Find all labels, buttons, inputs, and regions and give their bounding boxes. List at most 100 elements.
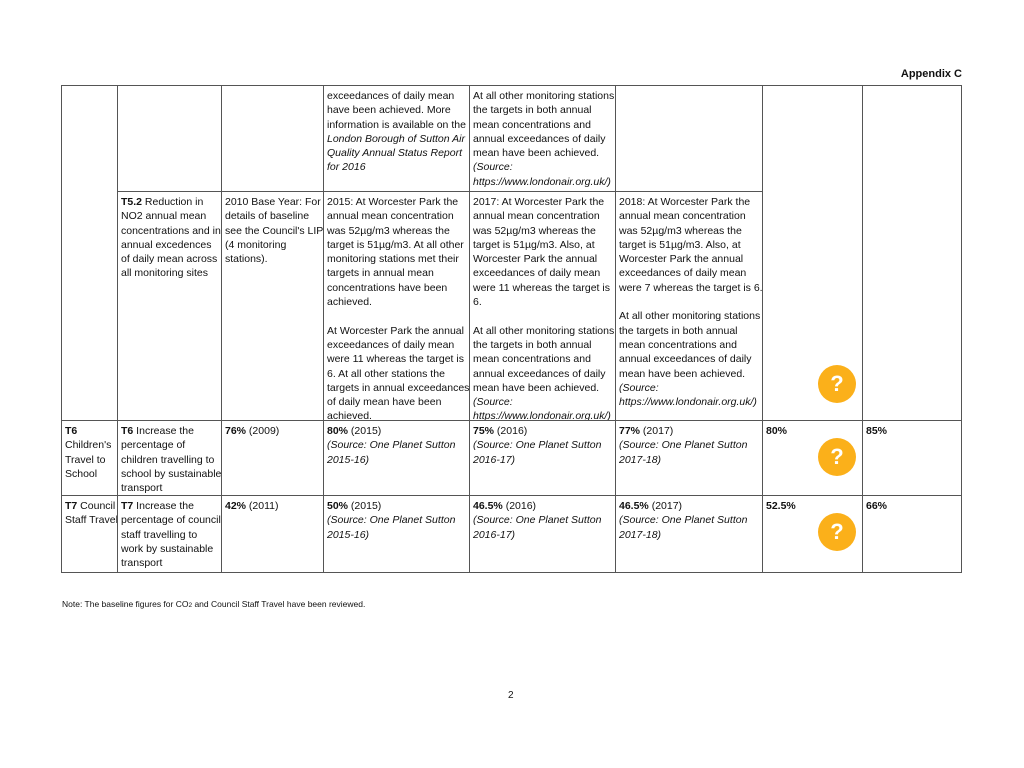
cell-text: At Worcester Park the annual [327, 324, 464, 337]
cell-text: (Source: One Planet Sutton [619, 514, 748, 527]
cell-text: concentrations and in [121, 224, 221, 237]
cell-text: 52.5% [766, 500, 796, 512]
table-cell: T5.2 Reduction in NO2 annual mean concentr… [117, 191, 222, 421]
table-cell [61, 85, 118, 421]
cell-text: school by sustainable [121, 467, 222, 480]
cell-text: NO2 annual mean [121, 210, 207, 223]
cell-line: T5.2 Reduction in [121, 195, 219, 209]
cell-text: target is 51µg/m3. Also, at [619, 238, 741, 251]
cell-text: (2016) [502, 500, 537, 512]
table-cell [862, 85, 962, 421]
question-icon: ? [818, 365, 856, 403]
cell-line: mean concentrations and [473, 118, 613, 132]
cell-text: 6. At all other stations the [327, 367, 445, 380]
cell-line: 80% [766, 424, 860, 438]
cell-text: (2011) [246, 500, 279, 512]
cell-text: (Source: One Planet Sutton [473, 439, 602, 452]
footnote-subscript: 2 [188, 602, 193, 609]
cell-line: targets in annual exceedances [327, 381, 469, 395]
cell-text: 76% [225, 425, 247, 437]
cell-text: of daily mean across [121, 253, 218, 266]
cell-text: achieved. [327, 296, 372, 309]
cell-text: 50% [327, 500, 349, 512]
table-cell: 2010 Base Year: For details of baseline se… [221, 191, 324, 421]
cell-text: 66% [866, 500, 888, 512]
table-cell: 2017: At Worcester Park the annual mean c… [469, 191, 616, 421]
cell-text: At all other monitoring stations [473, 90, 615, 102]
cell-line [473, 309, 613, 323]
cell-line: was 52µg/m3 whereas the [473, 224, 613, 238]
cell-line: https://www.londonair.org.uk/) [473, 175, 613, 189]
cell-line: (Source: [619, 381, 760, 395]
cell-line [619, 295, 760, 309]
cell-line: (Source: [473, 395, 613, 409]
cell-text: percentage of council [121, 514, 221, 527]
cell-line: Quality Annual Status Report [327, 146, 467, 160]
table-cell: 66% [862, 495, 962, 573]
cell-text: the targets in both annual [473, 104, 592, 117]
cell-text: 77% [619, 425, 641, 437]
cell-text: children travelling to [121, 453, 215, 466]
cell-line: 50% (2015) [327, 499, 467, 513]
cell-text: 46.5% [473, 500, 503, 512]
cell-line: NO2 annual mean [121, 209, 219, 223]
cell-text: 46.5% [619, 500, 649, 512]
cell-text: concentrations have been [327, 281, 448, 294]
cell-text: T6 [65, 425, 78, 437]
cell-text: Council [77, 500, 116, 512]
cell-line: At all other monitoring stations [473, 89, 615, 103]
cell-line: was 52µg/m3 whereas the [327, 224, 467, 238]
cell-text: (2016) [494, 425, 528, 437]
cell-text: (4 monitoring [225, 238, 287, 251]
table-cell [221, 85, 324, 192]
cell-line: At Worcester Park the annual [327, 324, 467, 338]
question-icon: ? [818, 513, 856, 551]
cell-line: (Source: One Planet Sutton [473, 438, 613, 452]
cell-text: target is 51µg/m3. At all other [327, 238, 464, 251]
cell-line: mean concentrations and [619, 338, 760, 352]
table-cell: 2018: At Worcester Park the annual mean c… [615, 191, 763, 421]
cell-text: mean have been achieved. [473, 147, 600, 160]
cell-text: 80% [327, 425, 349, 437]
cell-line: targets in annual mean [327, 266, 467, 280]
cell-line: exceedances of daily mean [327, 89, 467, 103]
cell-text: was 52µg/m3 whereas the [473, 224, 596, 237]
cell-text: annual exceedances of daily [473, 132, 606, 145]
table-cell [117, 85, 222, 192]
cell-text: At all other monitoring stations [473, 324, 615, 337]
cell-text: Staff Travel [65, 514, 118, 527]
cell-line: 2017-18) [619, 528, 760, 542]
cell-line: annual excedences [121, 238, 219, 252]
cell-text: annual excedences [121, 238, 212, 251]
cell-text: exceedances of daily mean [619, 267, 747, 280]
cell-text: annual mean concentration [473, 210, 600, 223]
cell-line: target is 51µg/m3. Also, at [619, 238, 760, 252]
cell-text: mean concentrations and [619, 338, 737, 351]
cell-line: Staff Travel [65, 513, 118, 527]
footnote-text: Note: The baseline figures for CO [62, 599, 189, 609]
cell-text: monitoring stations met their [327, 253, 459, 266]
cell-line: At all other monitoring stations [619, 309, 760, 323]
table-cell: 85% [862, 420, 962, 496]
cell-text: 2016-17) [473, 528, 516, 541]
cell-line: annual mean concentration [473, 209, 613, 223]
table-cell: 76% (2009) [221, 420, 324, 496]
table-cell: 50% (2015) (Source: One Planet Sutton 2015… [323, 495, 470, 573]
cell-text: Children's [65, 439, 112, 452]
cell-text: stations). [225, 253, 268, 266]
appendix-label: Appendix C [900, 68, 962, 80]
cell-line: 2017-18) [619, 453, 760, 467]
cell-text: transport [121, 482, 163, 495]
cell-line: concentrations and in [121, 224, 221, 238]
cell-text: Worcester Park the annual [619, 253, 744, 266]
cell-line: 46.5% (2016) [473, 499, 613, 513]
cell-line: stations). [225, 252, 321, 266]
cell-text: see the Council's LIP [225, 224, 324, 237]
cell-text: https://www.londonair.org.uk/) [619, 396, 757, 409]
cell-line: Travel to [65, 453, 115, 467]
cell-text: annual mean concentration [619, 210, 746, 223]
cell-line: https://www.londonair.org.uk/) [619, 395, 760, 409]
page-number: 2 [508, 690, 514, 701]
cell-text: exceedances of daily mean [327, 338, 455, 351]
cell-text: (Source: [473, 396, 513, 409]
